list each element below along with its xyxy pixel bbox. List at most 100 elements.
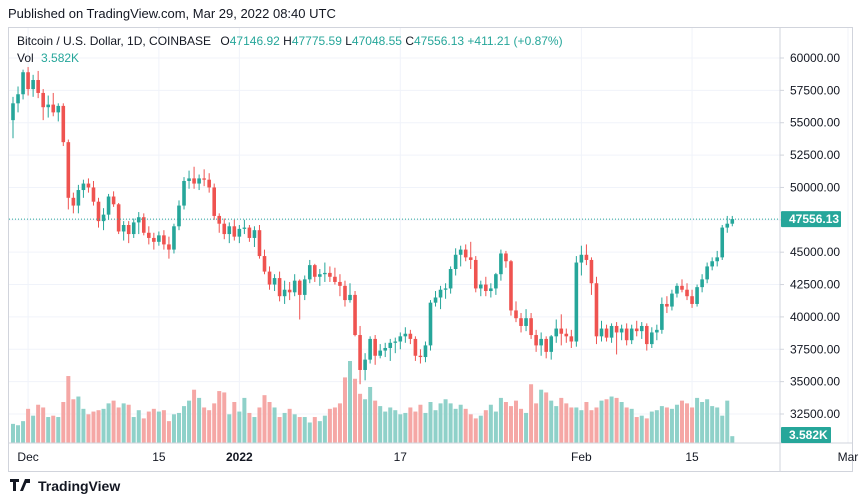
volume-bar xyxy=(725,400,730,443)
change-value: +411.21 (+0.87%) xyxy=(467,34,563,48)
candle-body xyxy=(509,261,513,311)
volume-bar xyxy=(277,417,282,443)
volume-bar xyxy=(539,389,544,443)
price-tick-label: 45000.00 xyxy=(790,245,840,259)
candle-body xyxy=(644,325,649,345)
volume-bar xyxy=(106,403,111,443)
candle-body xyxy=(302,279,307,295)
volume-bar xyxy=(614,397,619,443)
price-tick-label: 40000.00 xyxy=(790,310,840,324)
candle-body xyxy=(21,72,25,95)
volume-bar xyxy=(388,407,393,443)
volume-bar xyxy=(544,392,549,443)
volume-bar xyxy=(438,403,443,443)
volume-bar xyxy=(503,402,508,443)
candle-body xyxy=(363,359,367,370)
candle-body xyxy=(252,230,257,238)
volume-bar xyxy=(31,415,36,443)
close-label: C xyxy=(405,34,414,48)
volume-bar xyxy=(161,410,166,443)
volume-bar xyxy=(46,417,51,443)
candle-body xyxy=(499,253,503,275)
volume-bar xyxy=(337,403,342,443)
volume-bar xyxy=(131,417,136,443)
candle-body xyxy=(609,325,614,338)
candle-body xyxy=(36,80,40,93)
candle-body xyxy=(614,325,619,333)
candle-body xyxy=(730,219,735,224)
candle-body xyxy=(549,336,554,352)
symbol-title[interactable]: Bitcoin / U.S. Dollar, 1D, COINBASE xyxy=(17,34,212,48)
volume-bar xyxy=(197,397,202,443)
candle-body xyxy=(489,288,493,292)
candle-body xyxy=(141,217,146,233)
candle-body xyxy=(524,318,528,326)
candle-body xyxy=(438,289,443,298)
candle-body xyxy=(157,235,161,242)
volume-bar xyxy=(96,410,101,443)
candle-body xyxy=(529,318,533,336)
volume-bar xyxy=(41,407,46,443)
volume-bar xyxy=(146,411,151,443)
volume-bar xyxy=(368,386,373,443)
volume-bar xyxy=(267,402,272,443)
candle-body xyxy=(31,80,35,90)
volume-bar xyxy=(272,407,277,443)
volume-bar xyxy=(468,414,473,443)
volume-bar xyxy=(26,408,31,443)
candle-body xyxy=(297,280,302,295)
time-tick-label: 15 xyxy=(685,450,699,464)
volume-bar xyxy=(317,421,322,443)
volume-bar xyxy=(176,412,181,443)
candle-body xyxy=(458,249,463,255)
candle-body xyxy=(403,333,408,337)
volume-bar xyxy=(679,400,684,443)
time-tick-label: 15 xyxy=(152,450,166,464)
candle-body xyxy=(277,278,282,297)
volume-bar xyxy=(342,377,347,443)
price-axis[interactable]: 60000.00 57500.00 55000.00 52500.00 50000.00… xyxy=(780,51,840,421)
candle-body xyxy=(398,336,403,342)
volume-bar xyxy=(91,411,96,443)
volume-bar xyxy=(101,408,106,443)
ohlc-legend: Bitcoin / U.S. Dollar, 1D, COINBASE O471… xyxy=(17,34,563,48)
volume-bar xyxy=(232,402,237,443)
volume-bar xyxy=(720,415,725,443)
low-value: 47048.55 xyxy=(351,34,402,48)
candle-body xyxy=(720,227,725,258)
volume-bar xyxy=(493,411,498,443)
volume-bar xyxy=(695,397,700,443)
time-tick-label: 17 xyxy=(394,450,408,464)
price-tick-label: 32500.00 xyxy=(790,407,840,421)
candle-body xyxy=(232,226,237,237)
candle-body xyxy=(111,196,116,205)
footer-brand[interactable]: TradingView xyxy=(10,478,120,494)
candle-body xyxy=(468,257,473,260)
volume-bar xyxy=(312,417,317,443)
volume-bar xyxy=(373,400,378,443)
candle-body xyxy=(725,223,730,228)
candle-body xyxy=(504,253,508,262)
volume-bar xyxy=(332,407,337,443)
volume-bar xyxy=(423,412,428,443)
candle-body xyxy=(328,272,332,277)
candle-body xyxy=(307,265,312,280)
volume-bar xyxy=(715,407,720,443)
volume-bar xyxy=(327,408,332,443)
volume-bar xyxy=(458,404,463,443)
volume-bar xyxy=(710,406,715,443)
volume-bar xyxy=(257,407,262,443)
chart-frame xyxy=(8,27,853,472)
volume-bar xyxy=(11,423,15,443)
volume-bar xyxy=(584,402,589,443)
candle-body xyxy=(574,262,579,342)
time-axis[interactable]: Dec15202217Feb15Mar15Apr xyxy=(17,450,860,464)
volume-bar xyxy=(554,406,559,443)
low-label: L xyxy=(345,34,352,48)
price-tick-label: 37500.00 xyxy=(790,342,840,356)
candle-body xyxy=(313,265,317,277)
candle-body xyxy=(453,254,458,270)
volume-bar xyxy=(237,411,242,443)
candle-body xyxy=(695,287,699,304)
